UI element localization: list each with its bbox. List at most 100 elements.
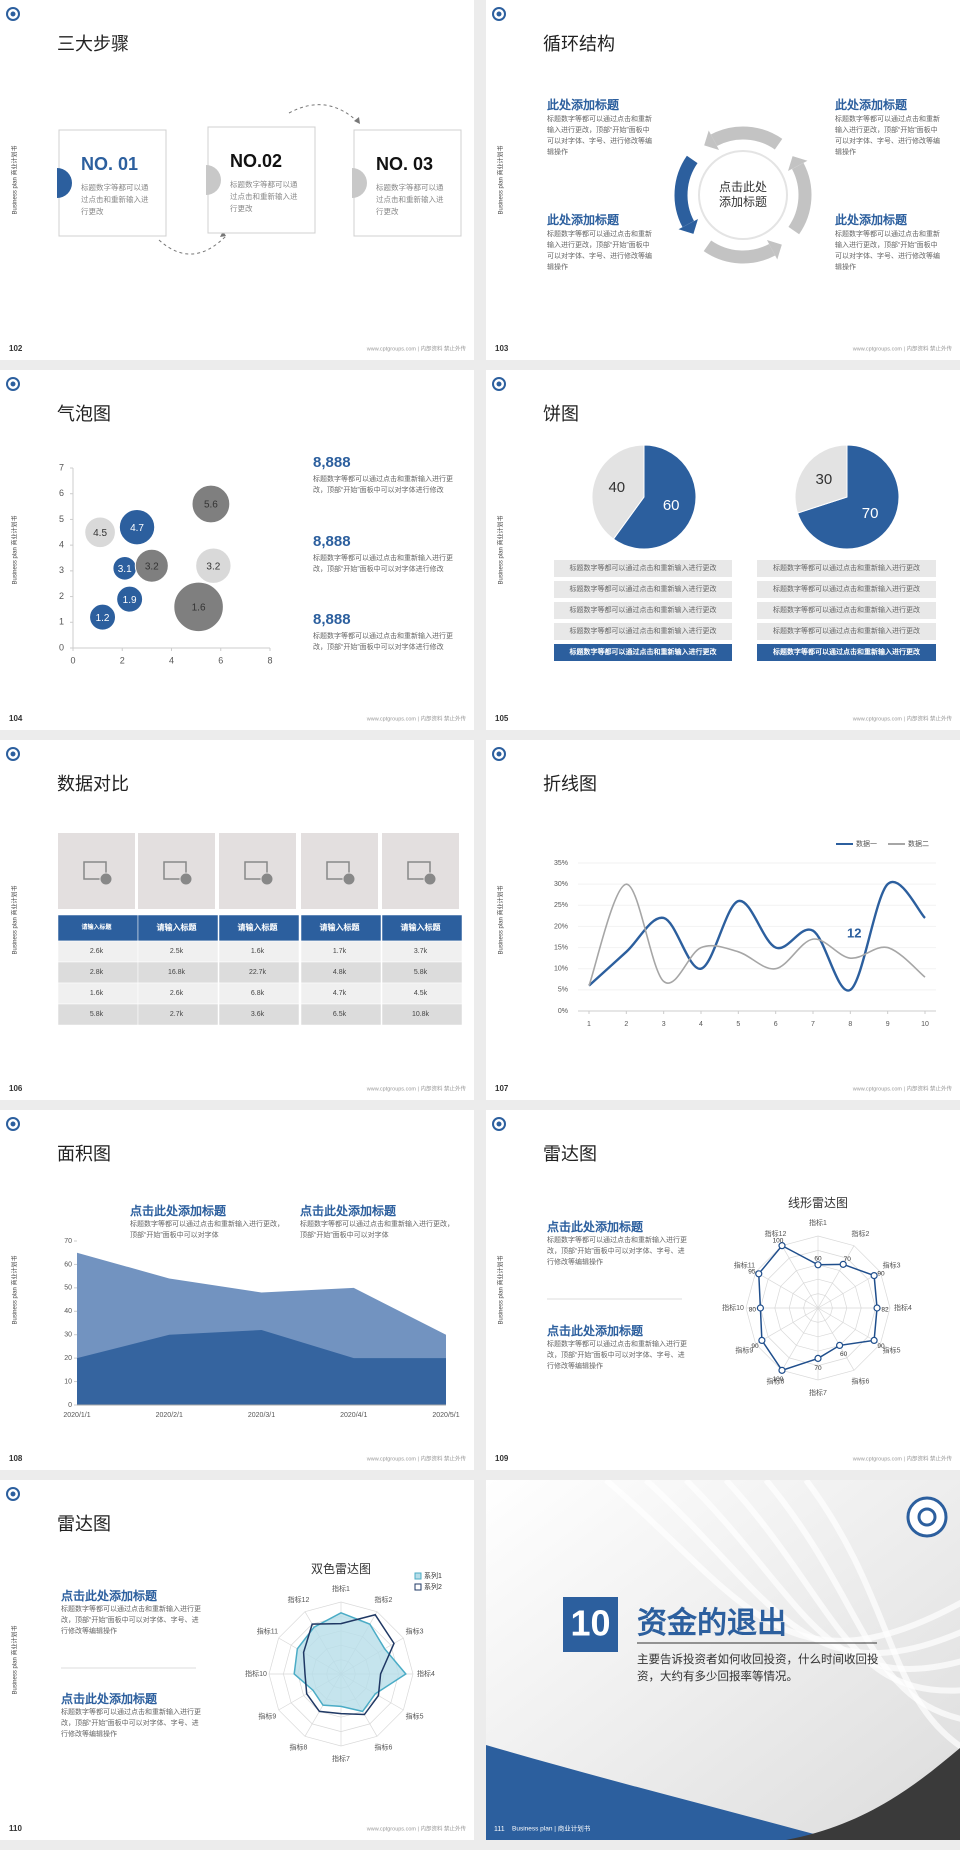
logo xyxy=(6,1117,20,1131)
slide-title: 雷达图 xyxy=(57,1514,111,1534)
table-cell xyxy=(381,1003,463,1026)
swirl xyxy=(643,1480,960,1657)
logo xyxy=(492,377,506,391)
table-cell xyxy=(137,1003,219,1026)
radar-spoke xyxy=(817,1245,855,1309)
list-text: 标题数字等都可以通过点击和重新输入进行更改 xyxy=(569,649,717,656)
cycle-arrow xyxy=(788,156,808,172)
category-label: 指标5 xyxy=(406,1711,424,1720)
table-cell-text: 1.6k xyxy=(250,948,265,955)
line-series xyxy=(588,883,926,986)
image-icon xyxy=(83,861,107,880)
radar-point xyxy=(870,1336,878,1344)
note-text: 标题数字等都可以通过点击和重新输入进行更改，顶部“开始”面板中可以对字体进行修改 xyxy=(313,555,453,573)
y-tick-label: 4 xyxy=(59,540,64,550)
logo-dot xyxy=(10,751,16,757)
x-tick-label: 2020/1/1 xyxy=(63,1412,90,1419)
swirl xyxy=(604,1480,960,1644)
list-text: 标题数字等都可以通过点击和重新输入进行更改 xyxy=(569,565,717,572)
y-tick-label: 7 xyxy=(59,462,64,472)
data-label: 5.6 xyxy=(204,500,218,511)
logo xyxy=(492,7,506,21)
side-text: Business plan 商业计划书 xyxy=(11,515,19,584)
arrow-head xyxy=(354,117,360,124)
note-heading: 点击此处添加标题 xyxy=(300,1204,397,1218)
y-tick-label: 10% xyxy=(554,966,568,973)
list-text: 标题数字等都可以通过点击和重新输入进行更改 xyxy=(569,607,717,614)
logo xyxy=(6,1487,20,1501)
page-number: 105 xyxy=(495,714,509,723)
list-text: 标题数字等都可以通过点击和重新输入进行更改 xyxy=(569,628,717,635)
data-label: 60 xyxy=(840,1351,848,1358)
radar-spoke xyxy=(817,1307,855,1371)
list-text: 标题数字等都可以通过点击和重新输入进行更改 xyxy=(773,628,920,635)
footer: www.cptgroups.com | 内部资料 禁止外传 xyxy=(366,1824,467,1832)
logo xyxy=(6,7,20,21)
data-label: 70 xyxy=(844,1256,852,1263)
note-text: 标题数字等都可以通过点击和重新输入进行更改，顶部“开始”面板中可以对字体进行修改 xyxy=(313,633,453,651)
data-label: 70 xyxy=(862,505,879,522)
wave-blue xyxy=(486,1745,836,1840)
category-label: 指标12 xyxy=(288,1595,310,1604)
radar-point xyxy=(839,1260,847,1268)
category-label: 指标3 xyxy=(883,1260,901,1269)
radar-point xyxy=(758,1336,766,1344)
list-row xyxy=(757,623,936,640)
slide-title: 折线图 xyxy=(543,774,597,794)
block-heading: 此处添加标题 xyxy=(547,213,620,227)
slide: Business plan 商业计划书 104 www.cptgroups.com … xyxy=(0,370,474,730)
slide: Business plan 商业计划书 106 www.cptgroups.com … xyxy=(0,740,474,1100)
slide: Business plan 商业计划书 105 www.cptgroups.com … xyxy=(486,370,960,730)
step-text: 标题数字等都可以通过点击和重新输入进行更改 xyxy=(230,180,298,213)
slide-title: 循环结构 xyxy=(543,34,615,54)
y-tick-label: 30 xyxy=(64,1332,72,1339)
x-tick-label: 3 xyxy=(662,1021,666,1028)
chart-title: 双色雷达图 xyxy=(311,1562,371,1576)
category-label: 指标7 xyxy=(809,1388,827,1397)
table-header-cell xyxy=(137,914,219,942)
logo-dot xyxy=(10,1121,16,1127)
table-cell-text: 6.5k xyxy=(332,1011,347,1018)
slide: Business plan 商业计划书 102 www.cptgroups.com … xyxy=(0,0,474,360)
section-title: 资金的退出 xyxy=(637,1607,787,1640)
footer: www.cptgroups.com | 内部资料 禁止外传 xyxy=(366,714,467,722)
slide-graphics: Business plan 商业计划书 103 www.cptgroups.com … xyxy=(492,7,952,353)
radar-spoke xyxy=(755,1271,819,1309)
y-tick-label: 15% xyxy=(554,944,568,951)
note-text: 标题数字等都可以通过点击和重新输入进行更改，顶部“开始”面板中可以对字体进行修改 xyxy=(313,476,453,494)
logo-inner xyxy=(917,1507,937,1527)
category-label: 指标1 xyxy=(809,1218,827,1227)
block-text: 标题数字等都可以通过点击和重新输入进行更改，顶部“开始”面板中可以对字体、字号、… xyxy=(547,231,652,271)
image-icon-plus xyxy=(260,872,274,886)
x-tick-label: 9 xyxy=(886,1021,890,1028)
radar-point xyxy=(814,1261,822,1269)
area-series xyxy=(77,1330,446,1405)
note-text: 标题数字等都可以通过点击和重新输入进行更改，顶部“开始”面板中可以对字体 xyxy=(130,1221,284,1239)
category-label: 指标11 xyxy=(257,1626,278,1635)
image-icon xyxy=(326,861,350,880)
radar-spoke xyxy=(781,1245,819,1309)
radar-point xyxy=(873,1304,881,1312)
y-tick-label: 0 xyxy=(59,642,64,652)
data-label: 70 xyxy=(814,1365,822,1372)
category-label: 指标4 xyxy=(417,1669,435,1678)
page-number: 111 xyxy=(494,1826,505,1833)
radar-point xyxy=(778,1366,786,1374)
table-header-cell xyxy=(218,914,300,942)
category-label: 指标2 xyxy=(375,1595,393,1604)
table-cell-text: 3.6k xyxy=(250,1011,265,1018)
y-tick-label: 6 xyxy=(59,488,64,498)
x-tick-label: 6 xyxy=(774,1021,778,1028)
step-label: NO. 01 xyxy=(81,154,139,174)
radar-spoke xyxy=(817,1307,881,1345)
y-tick-label: 20 xyxy=(64,1355,72,1362)
chart-title: 线形雷达图 xyxy=(788,1196,848,1210)
block-text: 标题数字等都可以通过点击和重新输入进行更改，顶部“开始”面板中可以对字体、字号、… xyxy=(835,231,940,271)
logo-dot xyxy=(10,11,16,17)
data-label: 80 xyxy=(749,1307,757,1314)
slide-title: 雷达图 xyxy=(543,1144,597,1164)
slide-graphics: Business plan 商业计划书 102 www.cptgroups.com … xyxy=(6,7,466,353)
slide-graphics: Business plan 商业计划书 108 www.cptgroups.com … xyxy=(6,1117,466,1463)
radar-point xyxy=(755,1270,763,1278)
